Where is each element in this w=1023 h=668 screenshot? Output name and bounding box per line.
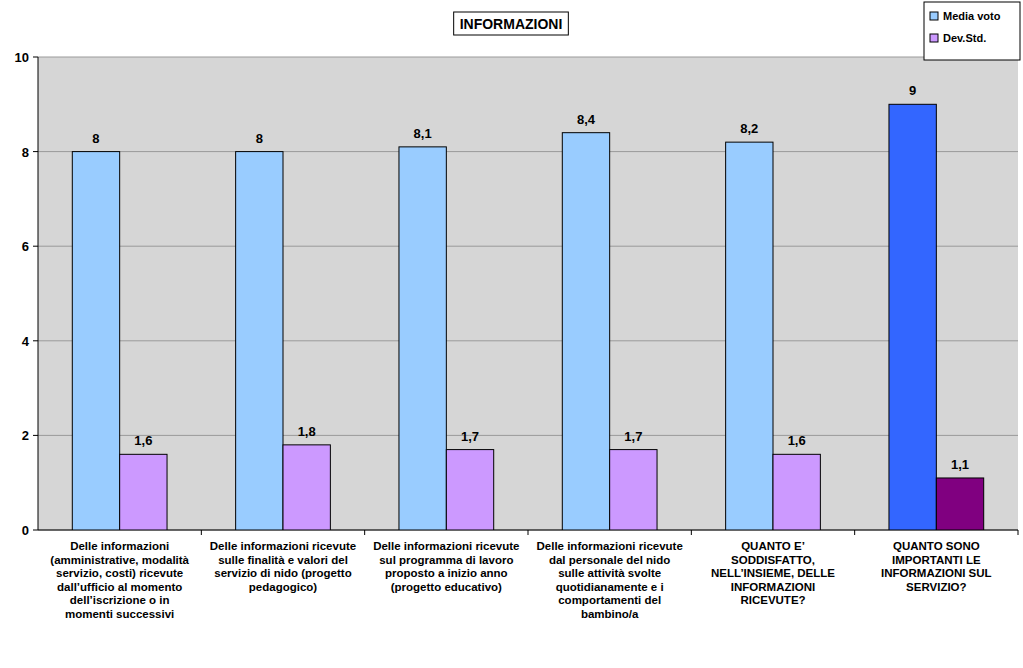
data-label: 8 [92, 131, 99, 146]
data-label: 9 [909, 83, 916, 98]
category-label: Delle informazioni ricevutedal personale… [536, 540, 682, 620]
data-label: 8 [256, 131, 263, 146]
bar [399, 147, 446, 530]
bar [72, 152, 119, 530]
bar [446, 450, 493, 530]
category-label: QUANTO E’SODDISFATTO,NELL’INSIEME, DELLE… [711, 540, 835, 606]
tick-mark [33, 246, 38, 247]
bar [773, 454, 820, 530]
data-label: 1,8 [298, 424, 316, 439]
chart: 0 2 4 6 8 10 8 1,6 Delle informazioni(amministra… [0, 0, 1023, 668]
category-tick [691, 530, 692, 535]
title: INFORMAZIONI [454, 12, 569, 35]
legend-box [924, 2, 1020, 60]
category-label: Delle informazioni(amministrative, modal… [50, 540, 189, 620]
category-tick [201, 530, 202, 535]
title-box [454, 12, 569, 35]
grid-line [38, 435, 1018, 436]
tick-mark [33, 340, 38, 341]
data-label: 1,1 [951, 457, 969, 472]
bar [236, 152, 283, 530]
data-label: 1,7 [461, 429, 479, 444]
bars [72, 104, 983, 530]
category-tick [1018, 530, 1019, 535]
tick-label: 2 [22, 428, 29, 443]
data-label: 8,1 [414, 126, 432, 141]
legend-swatch [930, 34, 938, 42]
grid-line [38, 57, 1018, 58]
data-label: 8,2 [740, 121, 758, 136]
bar [936, 478, 983, 530]
title-text: INFORMAZIONI [460, 16, 563, 32]
bar [562, 133, 609, 530]
category-label: Delle informazioni ricevutesul programma… [373, 540, 519, 593]
tick-mark [33, 435, 38, 436]
bar [726, 142, 773, 530]
grid-line [38, 340, 1018, 341]
tick-label: 8 [22, 145, 29, 160]
bar [120, 454, 167, 530]
tick-label: 0 [22, 523, 29, 538]
bar [610, 450, 657, 530]
tick-label: 6 [22, 239, 29, 254]
category-tick [528, 530, 529, 535]
tick-label: 4 [22, 334, 30, 349]
category-label: QUANTO SONOIMPORTANTI LEINFORMAZIONI SUL… [881, 540, 992, 593]
bar [283, 445, 330, 530]
data-label: 1,6 [788, 433, 806, 448]
tick-mark [33, 530, 38, 531]
legend: Media voto Dev.Std. [924, 2, 1020, 60]
category-label: Delle informazioni ricevutesulle finalit… [210, 540, 356, 593]
data-label: 1,6 [134, 433, 152, 448]
category-tick [364, 530, 365, 535]
legend-label: Media voto [943, 10, 1001, 22]
legend-swatch [930, 12, 938, 20]
category-tick [854, 530, 855, 535]
data-label: 1,7 [624, 429, 642, 444]
tick-mark [33, 151, 38, 152]
grid-line [38, 246, 1018, 247]
tick-label: 10 [15, 50, 29, 65]
data-label: 8,4 [577, 112, 596, 127]
bar [889, 104, 936, 530]
y-axis [38, 57, 39, 530]
tick-mark [33, 57, 38, 58]
grid-line [38, 151, 1018, 152]
plot-area [38, 57, 1018, 530]
legend-label: Dev.Std. [943, 32, 986, 44]
